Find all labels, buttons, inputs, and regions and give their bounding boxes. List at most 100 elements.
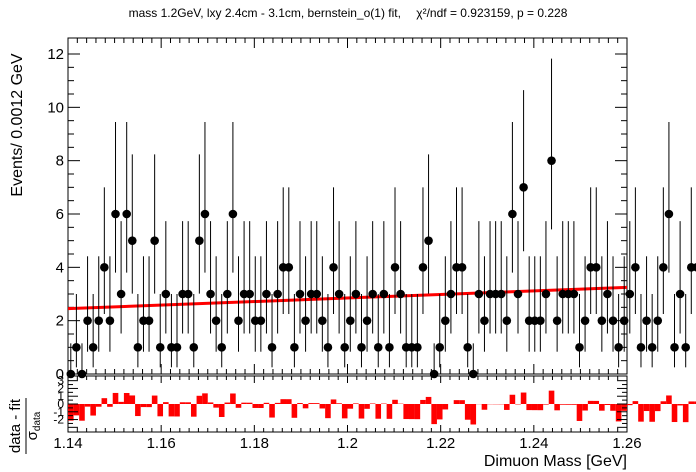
- data-point: [496, 289, 506, 299]
- pull-bar: [559, 404, 566, 405]
- pull-bar: [90, 404, 96, 416]
- data-point: [357, 343, 366, 352]
- pull-bar: [68, 404, 74, 421]
- data-point: [155, 343, 165, 352]
- pull-bar: [168, 404, 175, 417]
- data-point: [189, 343, 199, 352]
- pull-bar: [73, 404, 80, 416]
- data-point: [144, 316, 154, 325]
- pull-bar: [353, 403, 359, 404]
- data-point: [256, 316, 266, 325]
- pull-y-tick-label: -2: [53, 413, 64, 427]
- pull-bar: [101, 398, 108, 404]
- pull-bar: [442, 404, 449, 410]
- pull-bar: [531, 404, 538, 411]
- data-point: [513, 289, 523, 299]
- data-point: [519, 183, 528, 192]
- pull-bar: [554, 404, 560, 411]
- pull-bar: [537, 404, 544, 411]
- data-point: [172, 343, 182, 352]
- pull-bar: [347, 404, 354, 409]
- data-point: [457, 263, 467, 272]
- data-point: [206, 289, 215, 299]
- pull-bar: [319, 404, 326, 409]
- data-point: [351, 289, 361, 299]
- data-point: [636, 343, 646, 352]
- pull-bar: [632, 401, 639, 404]
- pull-bar: [313, 403, 320, 404]
- pull-bars: [68, 390, 696, 425]
- pull-bar: [599, 404, 605, 411]
- data-point: [653, 316, 663, 325]
- data-point: [362, 316, 372, 325]
- pull-bar: [286, 399, 292, 404]
- pull-bar: [470, 404, 477, 425]
- pull-bar: [291, 404, 298, 418]
- pull-bar: [643, 404, 650, 412]
- data-point: [647, 343, 657, 352]
- pull-bar: [269, 404, 275, 418]
- pull-bar: [509, 394, 516, 404]
- pull-bar: [274, 402, 281, 404]
- pull-bar: [431, 404, 437, 425]
- data-point: [318, 316, 327, 325]
- pull-bar: [151, 395, 158, 404]
- data-point: [625, 289, 635, 299]
- data-point: [223, 289, 232, 299]
- data-point: [345, 316, 355, 325]
- pull-bar: [520, 392, 527, 404]
- data-point: [329, 263, 338, 272]
- data-point: [111, 209, 120, 219]
- pull-bar: [179, 402, 186, 404]
- chart-title-chi2: χ²/ndf = 0.923159, p = 0.228: [416, 6, 568, 20]
- y-tick-label: 12: [47, 46, 64, 63]
- pull-bar: [403, 404, 409, 420]
- y-tick-label: 2: [56, 313, 64, 330]
- pull-bar: [425, 396, 432, 404]
- pull-bar: [308, 403, 314, 404]
- x-tick-label: 1.14: [53, 435, 82, 452]
- pull-bar: [123, 392, 130, 404]
- data-point: [133, 343, 143, 352]
- pull-bar: [671, 404, 678, 423]
- pull-bar: [660, 401, 667, 404]
- pull-bar: [297, 403, 303, 404]
- data-point: [150, 236, 159, 245]
- data-point: [211, 316, 221, 325]
- data-point: [435, 343, 445, 352]
- data-point: [94, 316, 104, 325]
- pull-bar: [649, 404, 655, 422]
- data-point: [418, 263, 428, 272]
- data-point: [72, 343, 81, 352]
- pull-bar: [196, 395, 203, 404]
- pull-bar: [336, 403, 342, 404]
- x-tick-label: 1.24: [519, 435, 548, 452]
- data-point: [614, 343, 623, 352]
- y-tick-label: 10: [47, 99, 64, 116]
- pull-bar: [146, 404, 152, 408]
- pull-bar: [654, 404, 661, 412]
- data-point: [552, 316, 562, 325]
- pull-bar: [571, 404, 577, 405]
- data-point: [373, 343, 383, 352]
- pull-bar: [185, 402, 191, 404]
- pull-bar: [79, 404, 85, 421]
- data-point: [597, 316, 607, 325]
- data-point: [569, 289, 579, 299]
- data-point: [234, 316, 243, 325]
- pull-bar: [258, 404, 264, 408]
- pull-bar: [112, 392, 119, 404]
- pull-bar: [364, 404, 370, 409]
- data-point: [127, 236, 137, 245]
- data-point: [670, 343, 679, 352]
- data-point: [675, 289, 685, 299]
- chart-title-main: mass 1.2GeV, lxy 2.4cm - 3.1cm, bernstei…: [128, 6, 401, 20]
- data-point: [228, 209, 238, 219]
- data-point: [88, 343, 98, 352]
- data-point: [290, 343, 299, 352]
- data-point: [379, 289, 389, 299]
- pull-bar: [604, 404, 611, 405]
- data-point: [385, 343, 394, 352]
- pull-bar: [408, 404, 415, 420]
- pull-bar: [325, 404, 331, 419]
